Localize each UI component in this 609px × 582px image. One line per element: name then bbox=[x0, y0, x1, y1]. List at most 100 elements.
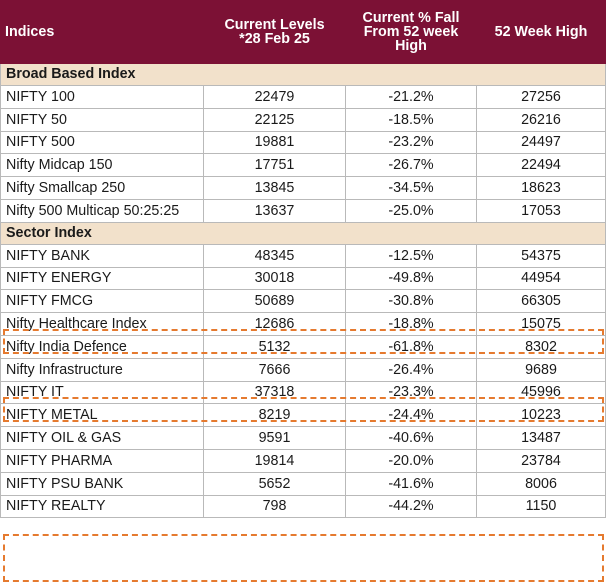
header-current-fall: Current % Fall From 52 week High bbox=[345, 0, 477, 64]
table-row: NIFTY ENERGY 30018 -49.8% 44954 bbox=[0, 266, 606, 291]
current-level-cell: 50689 bbox=[203, 289, 346, 314]
index-name-cell: Nifty Healthcare Index bbox=[0, 312, 204, 336]
percent-fall-cell: -26.7% bbox=[345, 153, 477, 178]
percent-fall-cell: -20.0% bbox=[345, 448, 477, 473]
current-level-cell: 7666 bbox=[203, 357, 346, 382]
section-title: Broad Based Index bbox=[0, 63, 606, 86]
header-current-levels: Current Levels *28 Feb 25 bbox=[203, 0, 346, 64]
current-level-cell: 30018 bbox=[203, 266, 346, 291]
table-row: NIFTY OIL & GAS 9591 -40.6% 13487 bbox=[0, 426, 606, 450]
table-row: NIFTY REALTY 798 -44.2% 1150 bbox=[0, 494, 606, 519]
index-name-cell: NIFTY FMCG bbox=[0, 289, 204, 314]
index-name-cell: NIFTY PHARMA bbox=[0, 448, 204, 473]
week-high-cell: 54375 bbox=[476, 243, 606, 268]
percent-fall-cell: -24.4% bbox=[345, 403, 477, 428]
current-level-cell: 8219 bbox=[203, 403, 346, 428]
index-name-cell: NIFTY 500 bbox=[0, 130, 204, 155]
table-row: NIFTY BANK 48345 -12.5% 54375 bbox=[0, 243, 606, 268]
percent-fall-cell: -23.3% bbox=[345, 380, 477, 405]
percent-fall-cell: -34.5% bbox=[345, 176, 477, 200]
week-high-cell: 18623 bbox=[476, 176, 606, 200]
percent-fall-cell: -23.2% bbox=[345, 130, 477, 155]
percent-fall-cell: -26.4% bbox=[345, 357, 477, 382]
percent-fall-cell: -21.2% bbox=[345, 85, 477, 109]
percent-fall-cell: -12.5% bbox=[345, 243, 477, 268]
header-52-week-high: 52 Week High bbox=[476, 0, 606, 64]
week-high-cell: 23784 bbox=[476, 448, 606, 473]
index-name-cell: Nifty Midcap 150 bbox=[0, 153, 204, 178]
index-name-cell: NIFTY REALTY bbox=[0, 494, 204, 519]
current-level-cell: 17751 bbox=[203, 153, 346, 178]
current-level-cell: 22125 bbox=[203, 107, 346, 132]
index-name-cell: Nifty Infrastructure bbox=[0, 357, 204, 382]
week-high-cell: 9689 bbox=[476, 357, 606, 382]
week-high-cell: 8006 bbox=[476, 471, 606, 496]
current-level-cell: 5652 bbox=[203, 471, 346, 496]
index-name-cell: Nifty Smallcap 250 bbox=[0, 176, 204, 200]
index-name-cell: NIFTY PSU BANK bbox=[0, 471, 204, 496]
table-row: Nifty Infrastructure 7666 -26.4% 9689 bbox=[0, 357, 606, 382]
table-row: NIFTY PSU BANK 5652 -41.6% 8006 bbox=[0, 471, 606, 496]
week-high-cell: 26216 bbox=[476, 107, 606, 132]
table-row: NIFTY FMCG 50689 -30.8% 66305 bbox=[0, 289, 606, 314]
table-row: Nifty Midcap 150 17751 -26.7% 22494 bbox=[0, 153, 606, 178]
current-level-cell: 19814 bbox=[203, 448, 346, 473]
percent-fall-cell: -40.6% bbox=[345, 426, 477, 450]
percent-fall-cell: -18.5% bbox=[345, 107, 477, 132]
header-indices: Indices bbox=[0, 0, 204, 64]
current-level-cell: 19881 bbox=[203, 130, 346, 155]
highlight-box bbox=[3, 534, 604, 582]
section-title: Sector Index bbox=[0, 221, 606, 245]
week-high-cell: 44954 bbox=[476, 266, 606, 291]
week-high-cell: 45996 bbox=[476, 380, 606, 405]
table-row: Nifty Healthcare Index 12686 -18.8% 15075 bbox=[0, 312, 606, 336]
table-row: Nifty Smallcap 250 13845 -34.5% 18623 bbox=[0, 176, 606, 200]
index-name-cell: NIFTY BANK bbox=[0, 243, 204, 268]
header-current-fall-line3: High bbox=[395, 38, 427, 55]
percent-fall-cell: -30.8% bbox=[345, 289, 477, 314]
index-name-cell: NIFTY OIL & GAS bbox=[0, 426, 204, 450]
percent-fall-cell: -18.8% bbox=[345, 312, 477, 336]
current-level-cell: 5132 bbox=[203, 334, 346, 359]
table-row: Nifty India Defence 5132 -61.8% 8302 bbox=[0, 334, 606, 359]
current-level-cell: 48345 bbox=[203, 243, 346, 268]
percent-fall-cell: -49.8% bbox=[345, 266, 477, 291]
header-current-levels-line1: Current Levels bbox=[224, 16, 325, 33]
indices-table: Indices Current Levels *28 Feb 25 Curren… bbox=[0, 0, 606, 519]
section-header-row: Sector Index bbox=[0, 221, 606, 245]
week-high-cell: 1150 bbox=[476, 494, 606, 519]
percent-fall-cell: -61.8% bbox=[345, 334, 477, 359]
index-name-cell: NIFTY 50 bbox=[0, 107, 204, 132]
week-high-cell: 13487 bbox=[476, 426, 606, 450]
table-row: NIFTY PHARMA 19814 -20.0% 23784 bbox=[0, 448, 606, 473]
week-high-cell: 8302 bbox=[476, 334, 606, 359]
table-row: NIFTY 100 22479 -21.2% 27256 bbox=[0, 85, 606, 109]
current-level-cell: 9591 bbox=[203, 426, 346, 450]
table-row: NIFTY 50 22125 -18.5% 26216 bbox=[0, 107, 606, 132]
index-name-cell: Nifty India Defence bbox=[0, 334, 204, 359]
week-high-cell: 22494 bbox=[476, 153, 606, 178]
percent-fall-cell: -44.2% bbox=[345, 494, 477, 519]
current-level-cell: 12686 bbox=[203, 312, 346, 336]
week-high-cell: 17053 bbox=[476, 198, 606, 223]
current-level-cell: 13637 bbox=[203, 198, 346, 223]
percent-fall-cell: -41.6% bbox=[345, 471, 477, 496]
percent-fall-cell: -25.0% bbox=[345, 198, 477, 223]
index-name-cell: NIFTY METAL bbox=[0, 403, 204, 428]
header-current-fall-line1: Current % Fall bbox=[362, 9, 460, 26]
week-high-cell: 15075 bbox=[476, 312, 606, 336]
week-high-cell: 24497 bbox=[476, 130, 606, 155]
table-row: NIFTY IT 37318 -23.3% 45996 bbox=[0, 380, 606, 405]
current-level-cell: 22479 bbox=[203, 85, 346, 109]
index-name-cell: NIFTY ENERGY bbox=[0, 266, 204, 291]
header-current-fall-line2: From 52 week bbox=[363, 23, 459, 40]
table-row: NIFTY 500 19881 -23.2% 24497 bbox=[0, 130, 606, 155]
table-row: NIFTY METAL 8219 -24.4% 10223 bbox=[0, 403, 606, 428]
header-current-levels-line2: *28 Feb 25 bbox=[239, 31, 310, 47]
current-level-cell: 13845 bbox=[203, 176, 346, 200]
current-level-cell: 798 bbox=[203, 494, 346, 519]
header-row: Indices Current Levels *28 Feb 25 Curren… bbox=[0, 0, 606, 64]
table-body: Broad Based Index NIFTY 100 22479 -21.2% 272… bbox=[0, 63, 606, 519]
week-high-cell: 10223 bbox=[476, 403, 606, 428]
section-header-row: Broad Based Index bbox=[0, 63, 606, 86]
